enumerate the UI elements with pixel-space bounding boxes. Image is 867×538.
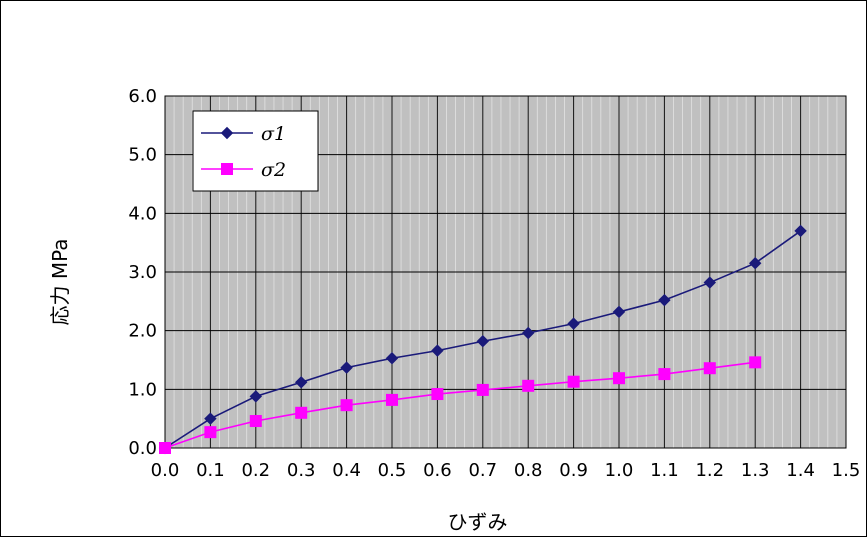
data-point-diamond <box>431 344 444 357</box>
data-point-diamond <box>612 305 626 319</box>
y-axis-title: 応力 MPa <box>48 238 72 325</box>
data-point-diamond <box>794 224 807 238</box>
data-point-square <box>613 372 625 385</box>
data-point-square <box>221 163 233 175</box>
data-point-diamond <box>567 317 580 330</box>
plot-border <box>164 95 847 449</box>
y-tick-label: 3.0 <box>128 262 157 283</box>
x-tick-label: 0.8 <box>514 460 543 481</box>
data-point-diamond <box>521 326 535 340</box>
data-point-diamond <box>476 335 490 348</box>
data-point-diamond <box>220 126 234 140</box>
data-point-square <box>567 375 580 388</box>
data-point-square <box>703 362 716 375</box>
data-point-diamond <box>658 293 671 307</box>
data-point-diamond <box>204 412 217 425</box>
data-point-diamond <box>748 256 762 270</box>
legend-label-1: σ1 <box>261 123 286 145</box>
y-tick-label: 6.0 <box>128 86 157 107</box>
x-tick-label: 1.3 <box>741 460 770 481</box>
x-tick-label: 0.5 <box>378 460 407 481</box>
x-tick-label: 1.1 <box>650 460 679 481</box>
x-tick-label: 0.7 <box>468 460 497 481</box>
x-tick-label: 0.3 <box>287 460 316 481</box>
data-point-square <box>386 393 398 406</box>
data-point-square <box>340 399 353 412</box>
data-point-diamond <box>703 276 717 289</box>
data-point-square <box>159 442 171 454</box>
x-tick-label: 1.5 <box>832 460 861 481</box>
x-tick-label: 0.6 <box>423 460 452 481</box>
data-point-square <box>476 383 489 396</box>
x-tick-label: 0.1 <box>196 460 225 481</box>
x-tick-label: 0.4 <box>332 460 361 481</box>
legend-label-2: σ2 <box>261 159 286 181</box>
data-point-square <box>431 388 444 401</box>
x-tick-label: 0.2 <box>241 460 270 481</box>
data-point-square <box>204 426 217 439</box>
data-point-diamond <box>249 390 263 403</box>
y-tick-label: 5.0 <box>128 145 157 166</box>
data-point-diamond <box>294 376 308 389</box>
x-tick-label: 0.9 <box>559 460 588 481</box>
series-line-2 <box>164 361 756 449</box>
y-tick-label: 1.0 <box>128 379 157 400</box>
data-point-diamond <box>340 361 353 374</box>
x-tick-label: 0.0 <box>151 460 180 481</box>
x-tick-label: 1.0 <box>605 460 634 481</box>
x-tick-label: 1.2 <box>695 460 724 481</box>
data-point-diamond <box>385 352 399 365</box>
data-point-square <box>295 406 308 419</box>
y-tick-label: 0.0 <box>128 438 157 459</box>
data-point-square <box>249 415 262 428</box>
y-tick-label: 4.0 <box>128 203 157 224</box>
x-axis-title: ひずみ <box>448 510 508 534</box>
data-point-square <box>658 368 671 381</box>
y-tick-label: 2.0 <box>128 321 157 342</box>
data-point-square <box>749 356 762 369</box>
data-point-square <box>522 379 535 392</box>
legend-box <box>192 110 319 192</box>
x-tick-label: 1.4 <box>786 460 815 481</box>
